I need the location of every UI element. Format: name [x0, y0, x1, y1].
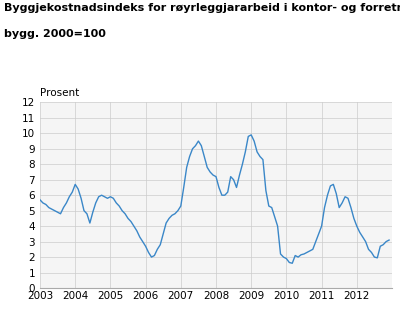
- Text: bygg. 2000=100: bygg. 2000=100: [4, 29, 106, 39]
- Text: Byggjekostnadsindeks for røyrleggjararbeid i kontor- og forretnings-: Byggjekostnadsindeks for røyrleggjararbe…: [4, 3, 400, 13]
- Text: Prosent: Prosent: [40, 88, 79, 98]
